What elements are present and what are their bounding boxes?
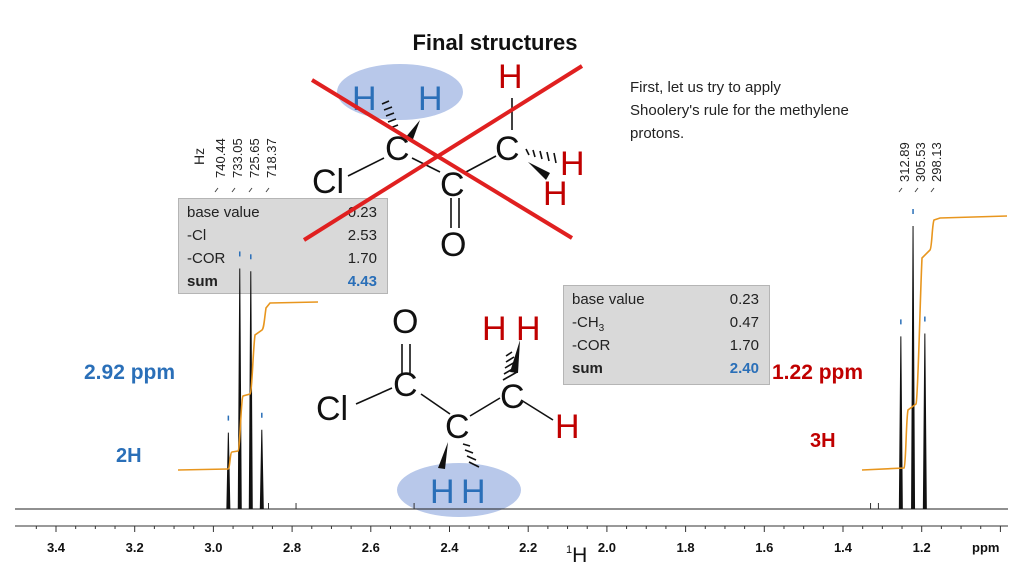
hz-label: 740.44 <box>213 138 228 178</box>
row-label: -COR <box>572 337 611 354</box>
table-sum-row: sum 2.40 <box>572 360 759 382</box>
x-tick-label: 3.0 <box>204 540 222 555</box>
atom-h: H <box>555 408 580 446</box>
atom-c: C <box>445 408 470 446</box>
nmr-peak <box>248 271 253 510</box>
x-tick-label: 3.2 <box>126 540 144 555</box>
table-row: -CH3 0.47 <box>572 314 759 336</box>
page-title: Final structures <box>412 30 578 55</box>
atom-h: H <box>418 80 443 118</box>
structure-correct: O C C C Cl H H H H H <box>316 303 580 517</box>
table-row: base value 0.23 <box>572 291 759 313</box>
x-tick-label: 2.2 <box>519 540 537 555</box>
shoolery-table-methyl: base value 0.23 -CH3 0.47 -COR 1.70 sum … <box>563 285 770 385</box>
atom-c: C <box>495 130 520 168</box>
row-value: 0.47 <box>729 314 759 331</box>
x-tick-label: 3.4 <box>47 540 66 555</box>
x-tick-label: 1.8 <box>677 540 695 555</box>
nmr-peak <box>259 429 264 510</box>
x-tick-label: 2.8 <box>283 540 301 555</box>
x-axis-ticks: 3.4 3.2 3.0 2.8 2.6 2.4 2.2 2.0 1.8 1.6 1.4 1.2 <box>35 526 1001 555</box>
atom-cl: Cl <box>312 163 344 201</box>
atom-c: C <box>500 378 525 416</box>
row-label: -Cl <box>187 227 207 244</box>
table-sum-row: sum 4.43 <box>187 273 377 295</box>
spectrum-peaks <box>15 209 1008 510</box>
x-tick-label: 1.4 <box>834 540 853 555</box>
row-value: 1.70 <box>347 250 377 267</box>
sum-label: sum <box>187 273 218 290</box>
nmr-peak <box>237 268 242 510</box>
methylene-highlight <box>397 463 521 517</box>
x-tick-label: 2.4 <box>440 540 459 555</box>
integral-curve-3h <box>861 215 1008 471</box>
hz-label: 725.65 <box>247 138 262 178</box>
row-label: base value <box>187 204 260 221</box>
shoolery-note: First, let us try to apply Shoolery's ru… <box>630 79 849 142</box>
row-label: -CH3 <box>572 314 605 334</box>
atom-h: H <box>430 473 455 511</box>
table-row: -COR 1.70 <box>187 250 377 272</box>
wedge-bond <box>438 442 448 469</box>
x-tick-label: 2.0 <box>598 540 616 555</box>
hash-bond <box>462 351 518 468</box>
row-label: base value <box>572 291 645 308</box>
x-axis-label: ppm <box>972 540 999 555</box>
atom-h: H <box>482 310 507 348</box>
hz-label: 733.05 <box>230 138 245 178</box>
nmr-peak <box>911 225 916 510</box>
row-value: 1.70 <box>729 337 759 354</box>
atom-cl: Cl <box>316 390 348 428</box>
wedge-bond <box>528 162 550 180</box>
atom-h: H <box>498 58 523 96</box>
atom-o: O <box>392 303 418 341</box>
hz-unit-label: Hz <box>191 147 207 165</box>
atom-h: H <box>543 175 568 213</box>
hz-label: 718.37 <box>264 138 279 178</box>
row-label: -COR <box>187 250 226 267</box>
shift-label-methylene: 2.92 ppm <box>84 361 176 384</box>
atom-c: C <box>385 130 410 168</box>
hz-label: 305.53 <box>913 142 928 182</box>
nmr-peak <box>226 432 231 510</box>
hz-label: 298.13 <box>929 142 944 182</box>
integral-label-3h: 3H <box>810 430 836 452</box>
atom-h: H <box>560 145 585 183</box>
table-row: -COR 1.70 <box>572 337 759 359</box>
methylene-highlight <box>337 64 463 120</box>
atom-h: H <box>461 473 486 511</box>
x-tick-label: 2.6 <box>362 540 380 555</box>
shoolery-table-methylene: base value 0.23 -Cl 2.53 -COR 1.70 sum 4… <box>178 198 388 294</box>
nmr-peak <box>922 333 927 510</box>
wedge-bond <box>510 340 520 373</box>
integral-label-2h: 2H <box>116 445 142 467</box>
hz-leader-lines <box>214 187 935 193</box>
hash-bond <box>381 100 557 164</box>
row-value: 2.53 <box>347 227 377 244</box>
integral-curve-2h <box>177 301 319 471</box>
row-value: 0.23 <box>729 291 759 308</box>
atom-h: H <box>352 80 377 118</box>
shift-label-methyl: 1.22 ppm <box>772 361 864 384</box>
atom-o: O <box>440 226 466 264</box>
sum-label: sum <box>572 360 603 377</box>
nmr-peak <box>898 336 903 510</box>
row-value: 0.23 <box>347 204 377 221</box>
nucleus-label: 1H <box>566 544 587 567</box>
table-row: base value 0.23 <box>187 204 377 226</box>
atom-c: C <box>393 366 418 404</box>
atom-h: H <box>516 310 541 348</box>
x-tick-label: 1.2 <box>913 540 931 555</box>
hz-label: 312.89 <box>897 142 912 182</box>
sum-value: 4.43 <box>347 273 377 290</box>
table-row: -Cl 2.53 <box>187 227 377 249</box>
x-tick-label: 1.6 <box>755 540 773 555</box>
atom-c: C <box>440 166 465 204</box>
sum-value: 2.40 <box>729 360 759 377</box>
wedge-bond <box>405 120 420 142</box>
